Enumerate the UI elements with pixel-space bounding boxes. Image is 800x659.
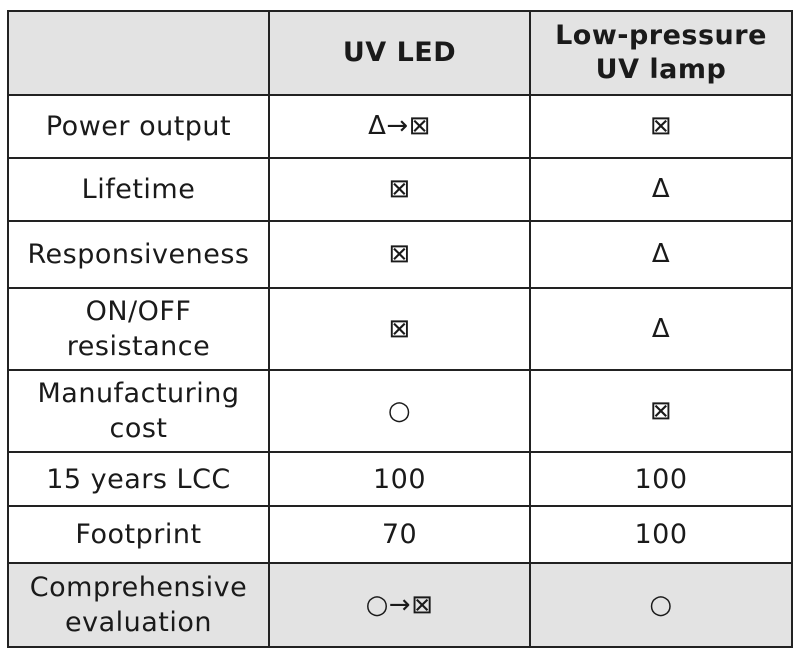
table-row-lifetime: Lifetime ⊠ Δ <box>7 157 793 222</box>
header-low-pressure-uv-lamp: Low-pressure UV lamp <box>529 10 793 96</box>
header-uv-led: UV LED <box>268 10 531 96</box>
cell-uv-led-footprint: 70 <box>268 505 531 564</box>
cell-lamp-manufacturing-cost: ⊠ <box>529 369 793 453</box>
row-label-manufacturing-cost: Manufacturing cost <box>7 369 270 453</box>
table-row-15-years-lcc: 15 years LCC 100 100 <box>7 451 793 507</box>
cell-uv-led-power-output: Δ→⊠ <box>268 94 531 159</box>
row-label-footprint: Footprint <box>7 505 270 564</box>
row-label-power-output: Power output <box>7 94 270 159</box>
table-row-on-off-resistance: ON/OFF resistance ⊠ Δ <box>7 287 793 371</box>
row-label-on-off-resistance-text: ON/OFF resistance <box>66 296 211 362</box>
row-label-comprehensive-evaluation: Comprehensive evaluation <box>7 562 270 648</box>
table-row-comprehensive-evaluation: Comprehensive evaluation ○→⊠ ○ <box>7 562 793 648</box>
header-lamp-label: Low-pressure UV lamp <box>555 20 767 85</box>
table-header-row: UV LED Low-pressure UV lamp <box>7 10 793 96</box>
cell-lamp-comprehensive-evaluation: ○ <box>529 562 793 648</box>
comparison-table-wrapper: UV LED Low-pressure UV lamp Power output… <box>7 10 793 648</box>
table-row-manufacturing-cost: Manufacturing cost ○ ⊠ <box>7 369 793 453</box>
row-label-responsiveness: Responsiveness <box>7 220 270 289</box>
table-row-footprint: Footprint 70 100 <box>7 505 793 564</box>
cell-uv-led-comprehensive-evaluation: ○→⊠ <box>268 562 531 648</box>
header-empty-cell <box>7 10 270 96</box>
cell-lamp-15-years-lcc: 100 <box>529 451 793 507</box>
cell-lamp-on-off-resistance: Δ <box>529 287 793 371</box>
comparison-table: UV LED Low-pressure UV lamp Power output… <box>7 10 793 648</box>
table-row-power-output: Power output Δ→⊠ ⊠ <box>7 94 793 159</box>
cell-lamp-lifetime: Δ <box>529 157 793 222</box>
row-label-comprehensive-evaluation-text: Comprehensive evaluation <box>29 572 248 638</box>
cell-uv-led-responsiveness: ⊠ <box>268 220 531 289</box>
row-label-manufacturing-cost-text: Manufacturing cost <box>37 378 240 444</box>
cell-uv-led-lifetime: ⊠ <box>268 157 531 222</box>
cell-uv-led-manufacturing-cost: ○ <box>268 369 531 453</box>
row-label-lifetime: Lifetime <box>7 157 270 222</box>
cell-lamp-footprint: 100 <box>529 505 793 564</box>
cell-lamp-responsiveness: Δ <box>529 220 793 289</box>
cell-uv-led-on-off-resistance: ⊠ <box>268 287 531 371</box>
row-label-15-years-lcc: 15 years LCC <box>7 451 270 507</box>
table-row-responsiveness: Responsiveness ⊠ Δ <box>7 220 793 289</box>
cell-lamp-power-output: ⊠ <box>529 94 793 159</box>
cell-uv-led-15-years-lcc: 100 <box>268 451 531 507</box>
row-label-on-off-resistance: ON/OFF resistance <box>7 287 270 371</box>
